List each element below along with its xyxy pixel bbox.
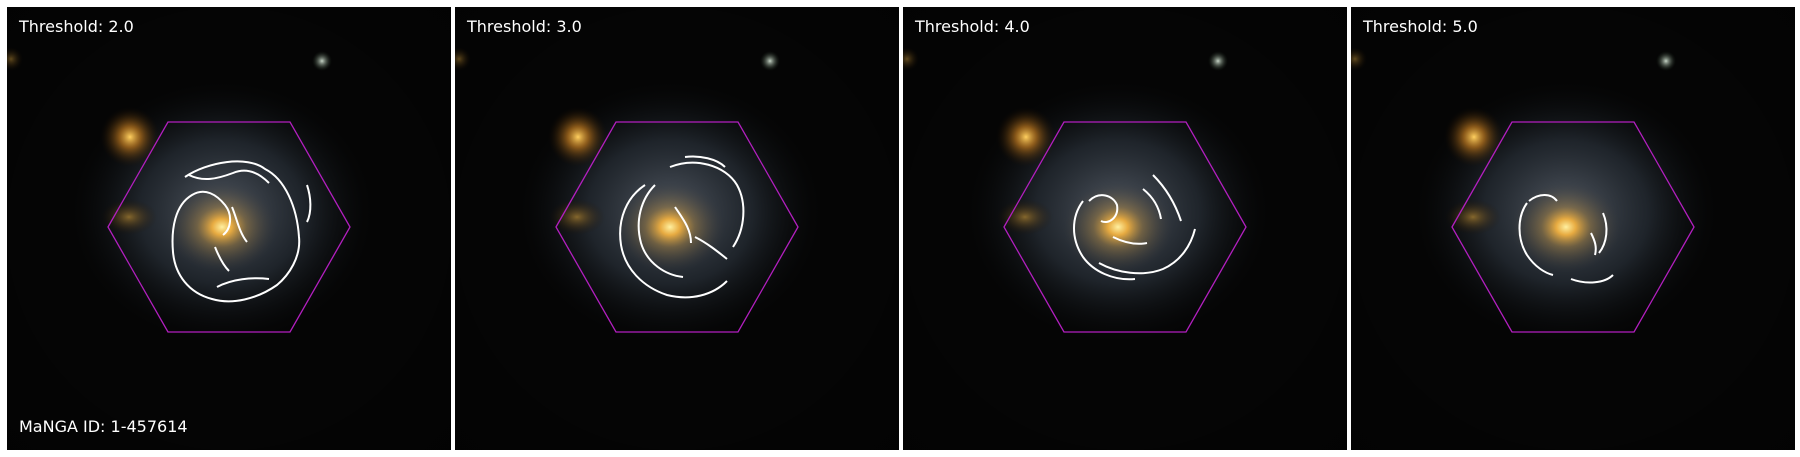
ifu-hexagon	[555, 121, 799, 333]
galaxy-image	[455, 7, 899, 450]
threshold-label: Threshold: 2.0	[19, 17, 134, 36]
ifu-hexagon	[1451, 121, 1695, 333]
threshold-label: Threshold: 3.0	[467, 17, 582, 36]
panel-threshold-4: Threshold: 4.0	[903, 7, 1347, 450]
galaxy-image	[7, 7, 451, 450]
manga-id-label: MaNGA ID: 1-457614	[19, 417, 188, 436]
galaxy-image	[903, 7, 1347, 450]
arm-contours	[1073, 174, 1196, 281]
arm-contours	[1518, 194, 1614, 284]
galaxy-image	[1351, 7, 1795, 450]
arm-contours	[171, 160, 312, 303]
threshold-label: Threshold: 5.0	[1363, 17, 1478, 36]
panel-threshold-2: Threshold: 2.0 MaNGA ID: 1-457614	[7, 7, 451, 450]
ifu-hexagon	[107, 121, 351, 333]
panel-threshold-5: Threshold: 5.0	[1351, 7, 1795, 450]
panel-threshold-3: Threshold: 3.0	[455, 7, 899, 450]
ifu-hexagon	[1003, 121, 1247, 333]
threshold-label: Threshold: 4.0	[915, 17, 1030, 36]
arm-contours	[619, 155, 745, 299]
